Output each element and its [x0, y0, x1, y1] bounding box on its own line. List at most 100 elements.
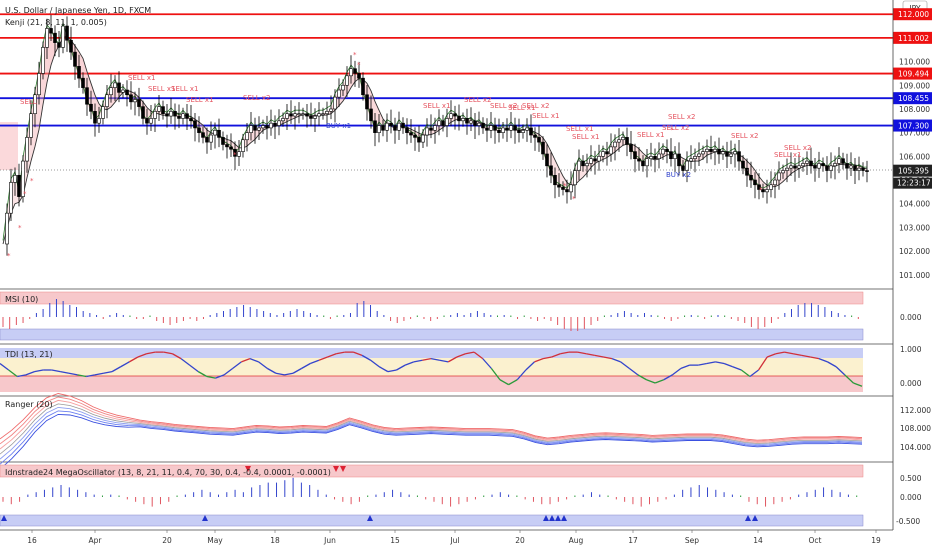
candle-body	[809, 160, 813, 167]
candle-body	[481, 122, 485, 129]
signal-star: *	[572, 195, 576, 203]
tdi-segment	[810, 356, 820, 360]
tdi-segment	[60, 370, 70, 374]
tdi-segment	[698, 362, 707, 366]
tdi-segment	[551, 353, 561, 358]
tdi-segment	[111, 366, 121, 373]
oscillator-panel	[0, 464, 864, 527]
price-tick-label: 106.000	[899, 152, 930, 161]
time-tick-label: Apr	[89, 536, 103, 545]
candle-body	[177, 115, 181, 119]
tdi-segment	[8, 369, 18, 378]
tdi-tick-high: 1.000	[900, 345, 922, 354]
price-tick-label: 108.000	[899, 105, 930, 114]
tdi-segment	[646, 379, 656, 384]
signal-star: *	[563, 182, 567, 190]
candle-body	[421, 134, 425, 143]
candle-body	[853, 165, 857, 171]
candle-body	[525, 127, 529, 131]
candle-body	[605, 151, 609, 155]
candle-body	[865, 170, 869, 172]
candle-body	[529, 127, 533, 136]
tdi-segment	[439, 359, 449, 363]
tdi-lower-band	[0, 376, 863, 392]
ranger-panel	[0, 393, 863, 470]
candle-body	[717, 148, 721, 155]
tdi-segment	[137, 353, 147, 358]
candle-body	[337, 89, 341, 98]
candle-body	[441, 120, 445, 126]
candle-body	[357, 73, 361, 79]
candle-body	[753, 179, 757, 186]
sell-signal-label: SELL x1	[171, 85, 199, 93]
tdi-segment	[620, 361, 630, 369]
candle-body	[857, 167, 861, 171]
candle-body	[461, 118, 465, 122]
time-tick-label: 14	[753, 536, 763, 545]
tdi-segment	[560, 351, 570, 355]
candle-body	[13, 174, 17, 183]
countdown-label: 12:23:17	[897, 179, 931, 188]
candle-body	[53, 32, 57, 43]
candle-body	[465, 118, 469, 124]
candle-body	[757, 184, 761, 190]
candlesticks	[5, 14, 869, 256]
tdi-segment	[663, 374, 673, 381]
tdi-segment	[465, 351, 475, 355]
candle-body	[165, 113, 169, 117]
tdi-segment	[292, 367, 303, 374]
candle-body	[313, 115, 317, 119]
buy-marker-triangle	[543, 515, 549, 521]
signal-star: *	[23, 190, 27, 198]
candle-body	[269, 122, 273, 129]
candle-body	[521, 129, 525, 133]
candle-body	[833, 163, 837, 167]
tdi-segment	[430, 357, 440, 361]
tdi-segment	[482, 358, 492, 369]
candle-body	[597, 156, 601, 162]
tdi-segment	[0, 362, 10, 371]
candle-body	[65, 25, 69, 41]
candle-body	[29, 113, 33, 138]
candle-body	[129, 94, 133, 103]
tdi-segment	[499, 379, 509, 386]
candle-body	[541, 141, 545, 155]
last-price-label: 105.395	[898, 167, 929, 176]
price-axis[interactable]: 101.000102.000103.000104.000105.000106.0…	[893, 8, 932, 280]
candle-body	[805, 160, 809, 164]
candle-body	[825, 165, 829, 171]
price-tick-label: 104.000	[899, 200, 930, 209]
buy-marker-triangle	[555, 515, 561, 521]
candle-body	[473, 120, 477, 126]
signal-star: *	[670, 126, 674, 134]
candle-body	[557, 184, 561, 188]
candle-body	[725, 151, 729, 157]
tdi-segment	[378, 366, 389, 373]
candle-body	[149, 118, 153, 124]
tdi-segment	[706, 361, 716, 365]
candle-body	[125, 89, 129, 96]
candle-body	[693, 156, 697, 160]
tdi-segment	[766, 353, 777, 358]
left-shade-region	[0, 122, 18, 170]
tdi-segment	[516, 369, 527, 381]
sell-signal-label: SELL x1	[774, 151, 802, 159]
tdi-segment	[577, 351, 587, 355]
signal-star: *	[18, 224, 22, 232]
buy-marker-triangle	[561, 515, 567, 521]
sell-signal-label: SELL x1	[637, 131, 665, 139]
buy-marker-triangle	[549, 515, 555, 521]
candle-body	[261, 125, 265, 129]
tdi-segment	[94, 372, 104, 376]
tdi-segment	[723, 362, 733, 368]
candle-body	[321, 113, 325, 116]
tdi-upper-band	[0, 348, 863, 358]
time-tick-label: May	[207, 536, 223, 545]
candle-body	[861, 167, 865, 171]
time-axis[interactable]: 16 Apr 20 May 18 Jun 15 Jul 20 Aug 17 Sep 14 Oct 19	[27, 530, 881, 545]
tdi-segment	[86, 374, 95, 378]
candle-body	[253, 125, 257, 131]
candle-body	[737, 151, 741, 162]
